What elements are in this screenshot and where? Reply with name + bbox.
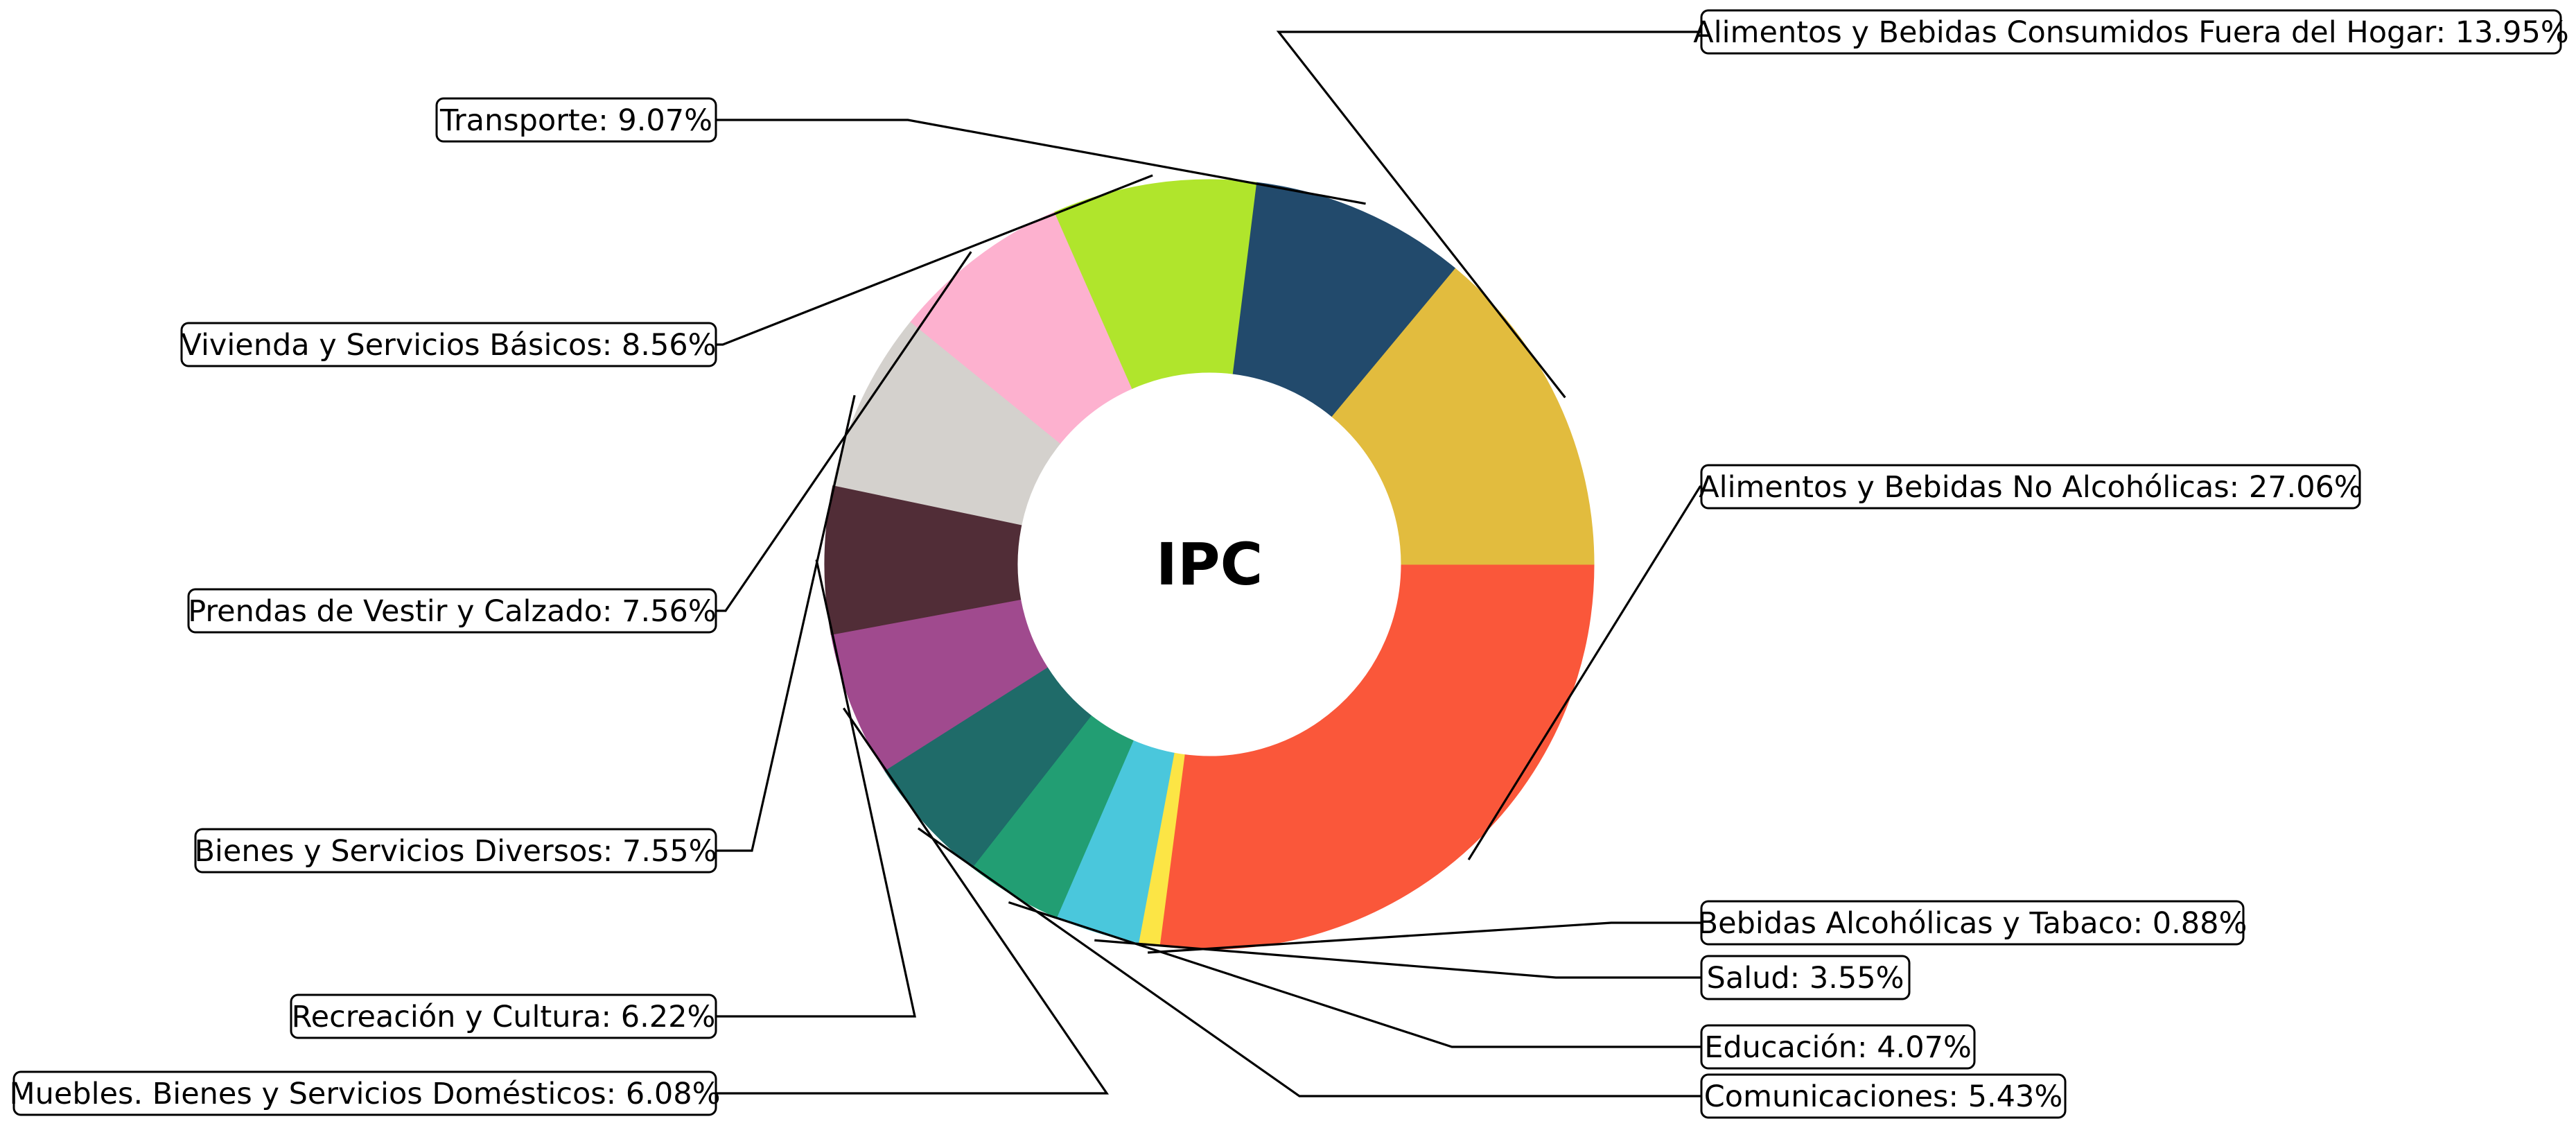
label-text: Transporte: 9.07% [439, 103, 712, 138]
label-recreacion-y-cultura: Recreación y Cultura: 6.22% [290, 993, 717, 1039]
label-educacion: Educación: 4.07% [1700, 1024, 1976, 1070]
label-box [290, 993, 717, 1039]
label-box [180, 322, 717, 367]
leader-line-muebles-bienes-y-servicios-domesticos [716, 707, 1110, 1095]
label-box [1700, 900, 2245, 946]
slices-layer [824, 179, 1595, 950]
leader-line-bebidas-alcoholicas-y-tabaco [1148, 921, 1701, 954]
leader-line-alimentos-y-bebidas-consumidos-fuera-del-hogar [1276, 31, 1701, 399]
label-text: Bienes y Servicios Diversos: 7.55% [194, 834, 717, 869]
label-text: Educación: 4.07% [1704, 1030, 1972, 1065]
leader-lines-layer [716, 31, 1701, 1097]
leader-line-prendas-de-vestir-y-calzado [716, 251, 972, 612]
label-box [194, 828, 717, 874]
label-vivienda-y-servicios-basicos: Vivienda y Servicios Básicos: 8.56% [180, 322, 717, 367]
label-box [187, 588, 717, 634]
label-box [1700, 9, 2562, 55]
label-alimentos-y-bebidas-consumidos-fuera-del-hogar: Alimentos y Bebidas Consumidos Fuera del… [1693, 9, 2569, 55]
label-comunicaciones: Comunicaciones: 5.43% [1700, 1073, 2067, 1119]
slice-alimentos-y-bebidas-consumidos-fuera-del-hogar [1331, 268, 1595, 565]
label-box [1700, 1024, 1976, 1070]
label-text: Comunicaciones: 5.43% [1704, 1079, 2062, 1114]
label-bebidas-alcoholicas-y-tabaco: Bebidas Alcohólicas y Tabaco: 0.88% [1698, 900, 2248, 946]
slice-labels-layer: Alimentos y Bebidas No Alcohólicas: 27.0… [10, 9, 2569, 1119]
leader-line-vivienda-y-servicios-basicos [716, 174, 1153, 346]
label-salud: Salud: 3.55% [1700, 955, 1911, 1000]
leader-line-salud [1094, 939, 1701, 979]
leader-line-educacion [1008, 901, 1701, 1048]
label-text: Prendas de Vestir y Calzado: 7.56% [188, 594, 717, 629]
label-prendas-de-vestir-y-calzado: Prendas de Vestir y Calzado: 7.56% [187, 588, 717, 634]
label-box [435, 97, 717, 143]
label-text: Muebles. Bienes y Servicios Domésticos: … [10, 1077, 721, 1111]
label-box [1700, 464, 2361, 510]
leader-line-recreacion-y-cultura [716, 559, 916, 1018]
label-bienes-y-servicios-diversos: Bienes y Servicios Diversos: 7.55% [194, 828, 717, 874]
label-transporte: Transporte: 9.07% [435, 97, 717, 143]
label-box [1700, 1073, 2067, 1119]
label-text: Alimentos y Bebidas Consumidos Fuera del… [1693, 15, 2568, 50]
slice-alimentos-y-bebidas-no-alcoholicas [1159, 564, 1595, 950]
label-box [1700, 955, 1911, 1000]
label-alimentos-y-bebidas-no-alcoholicas: Alimentos y Bebidas No Alcohólicas: 27.0… [1699, 464, 2363, 510]
label-muebles-bienes-y-servicios-domesticos: Muebles. Bienes y Servicios Domésticos: … [10, 1070, 721, 1116]
label-text: Vivienda y Servicios Básicos: 8.56% [181, 328, 716, 363]
label-text: Recreación y Cultura: 6.22% [292, 1000, 716, 1034]
label-text: Alimentos y Bebidas No Alcohólicas: 27.0… [1699, 470, 2363, 505]
leader-line-bienes-y-servicios-diversos [716, 394, 856, 852]
label-box [12, 1070, 717, 1116]
chart-title: IPC [1156, 530, 1263, 598]
leader-line-transporte [716, 119, 1366, 205]
leader-line-comunicaciones [917, 827, 1701, 1097]
label-text: Bebidas Alcohólicas y Tabaco: 0.88% [1698, 906, 2248, 941]
label-text: Salud: 3.55% [1707, 961, 1904, 996]
